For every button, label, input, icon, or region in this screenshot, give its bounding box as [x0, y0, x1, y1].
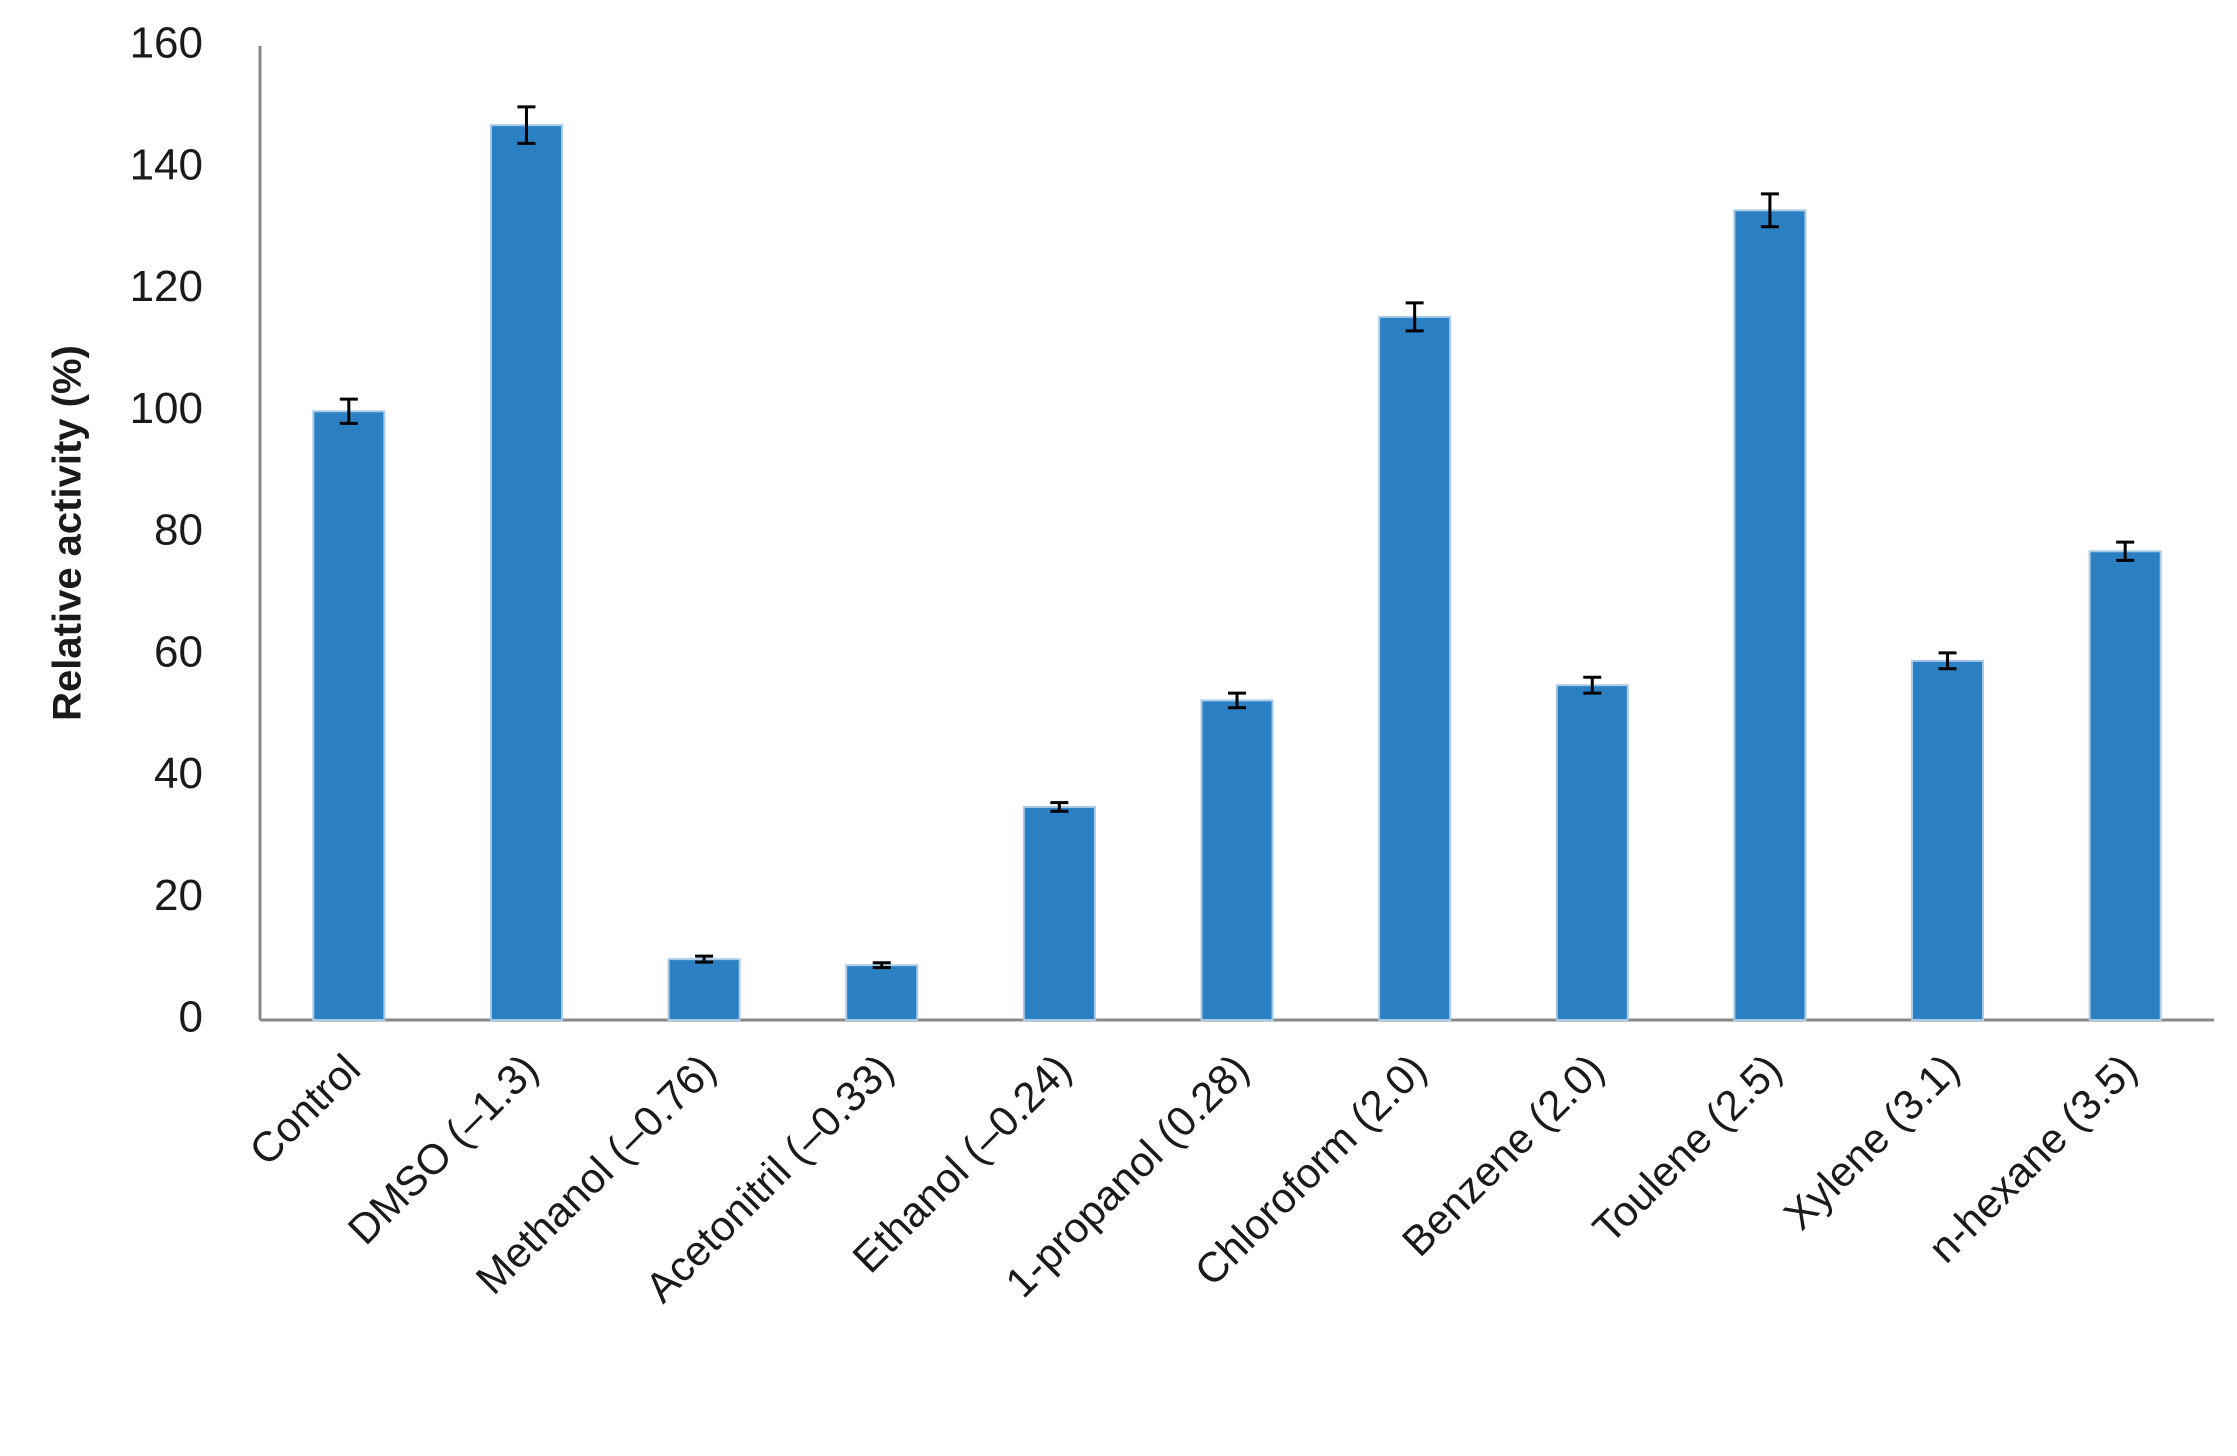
y-tick-label: 160	[130, 19, 203, 68]
y-tick-label: 40	[154, 749, 203, 798]
y-tick-label: 100	[130, 384, 203, 433]
bar	[1911, 659, 1985, 1022]
x-tick-label: Xylene (3.1)	[1775, 1045, 1968, 1238]
bar	[2088, 550, 2162, 1021]
x-tick-label: Toulene (2.5)	[1584, 1045, 1791, 1252]
y-tick-label: 0	[179, 993, 203, 1042]
bar	[667, 958, 741, 1021]
y-tick-label: 140	[130, 140, 203, 189]
bar	[1022, 805, 1096, 1021]
bar	[845, 964, 919, 1022]
bar	[489, 124, 563, 1021]
bar	[312, 410, 386, 1021]
y-tick-label: 20	[154, 871, 203, 920]
bar	[1555, 684, 1629, 1021]
bar	[1200, 699, 1274, 1021]
x-tick-label: Control	[240, 1045, 369, 1174]
bar	[1378, 315, 1452, 1021]
y-axis-title: Relative activity (%)	[46, 345, 90, 721]
y-tick-label: 120	[130, 262, 203, 311]
y-tick-label: 60	[154, 627, 203, 676]
y-tick-label: 80	[154, 506, 203, 555]
bar	[1733, 209, 1807, 1022]
